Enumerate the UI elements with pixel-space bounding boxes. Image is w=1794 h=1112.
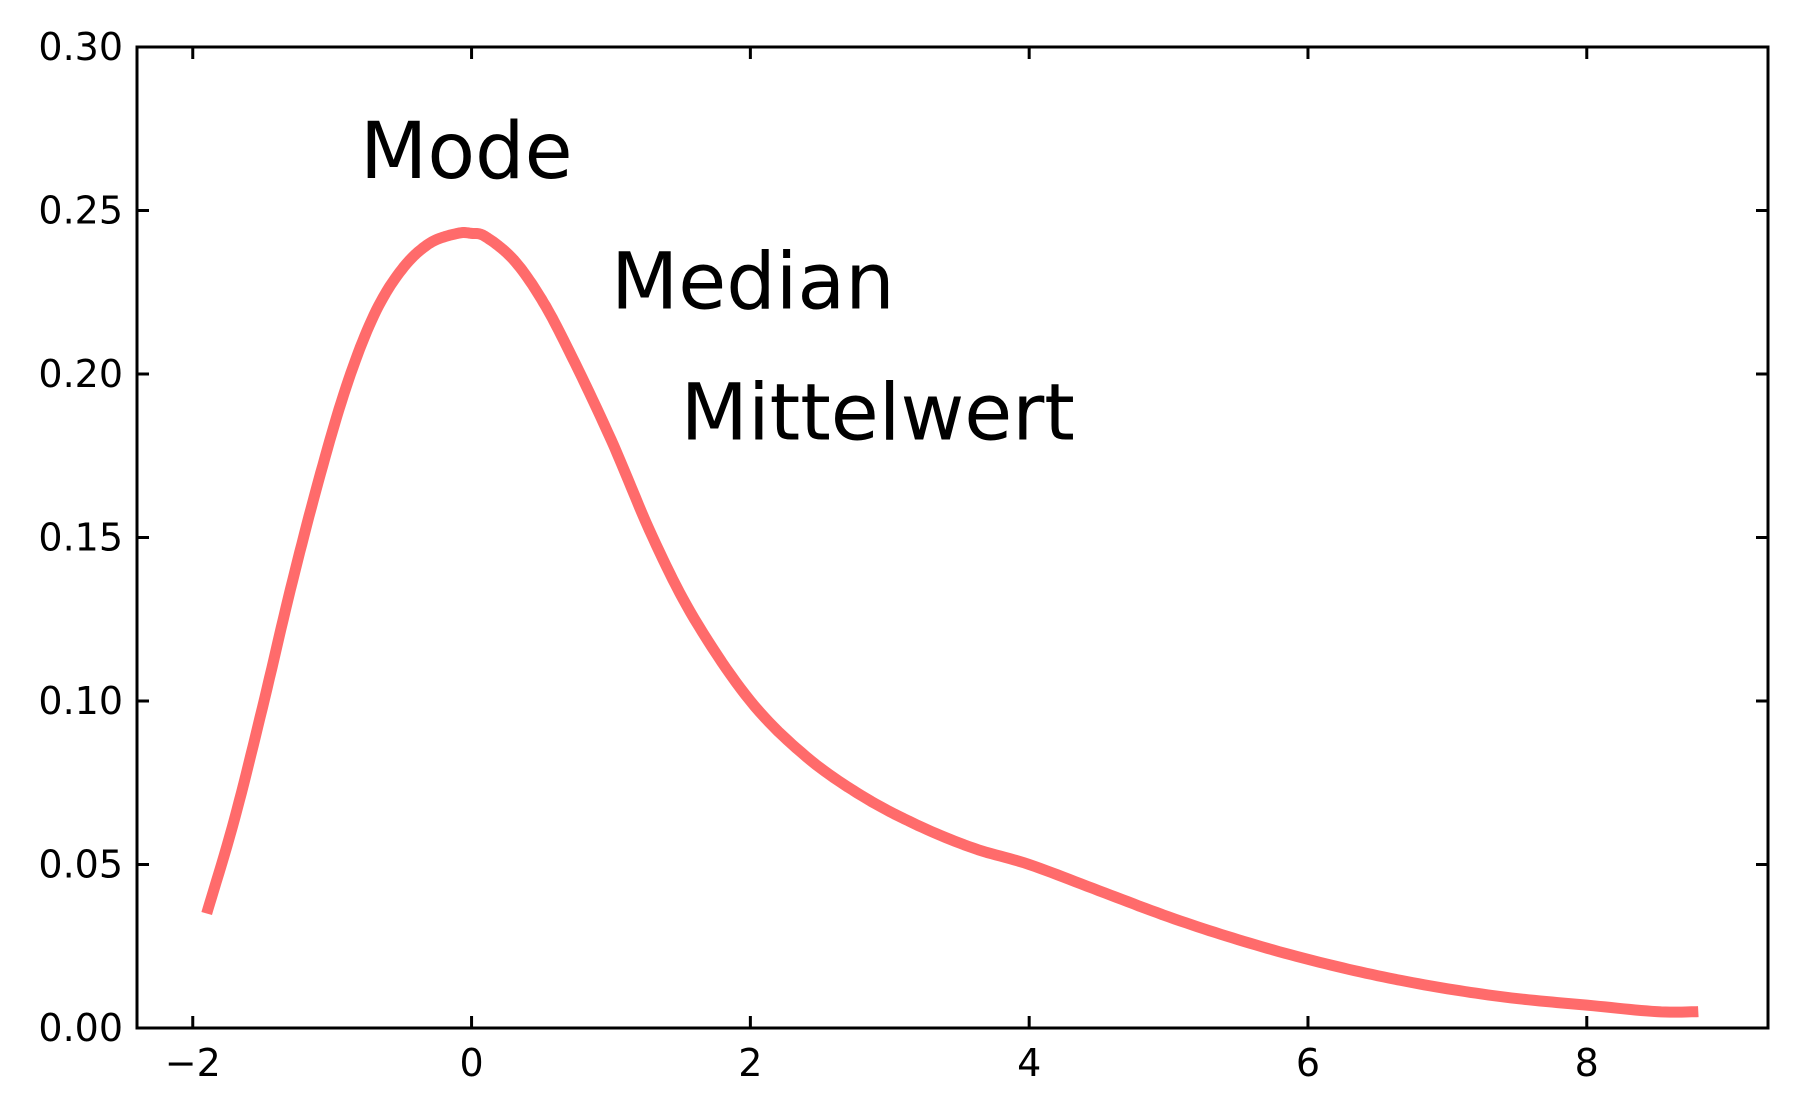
y-tick-labels: 0.00 0.05 0.10 0.15 0.20 0.25 0.30 bbox=[38, 25, 123, 1050]
x-tick-labels: −2 0 2 4 6 8 bbox=[165, 1041, 1599, 1085]
y-tick-label: 0.20 bbox=[38, 352, 123, 396]
y-tick-label: 0.00 bbox=[38, 1006, 123, 1050]
x-tick-label: 0 bbox=[459, 1041, 483, 1085]
x-tick-label: 2 bbox=[738, 1041, 762, 1085]
annotation-mode: Mode bbox=[360, 107, 573, 197]
x-tick-label: −2 bbox=[165, 1041, 221, 1085]
annotation-mittelwert: Mittelwert bbox=[681, 368, 1075, 458]
annotation-median: Median bbox=[611, 238, 895, 328]
y-tick-label: 0.15 bbox=[38, 516, 123, 560]
y-tick-label: 0.25 bbox=[38, 189, 123, 233]
y-tick-label: 0.30 bbox=[38, 25, 123, 69]
density-curve bbox=[201, 227, 1702, 1018]
y-tick-label: 0.05 bbox=[38, 843, 123, 887]
x-tick-label: 6 bbox=[1296, 1041, 1320, 1085]
annotations: Mode Median Mittelwert bbox=[360, 107, 1075, 459]
x-tick-label: 4 bbox=[1017, 1041, 1041, 1085]
y-tick-label: 0.10 bbox=[38, 679, 123, 723]
x-tick-label: 8 bbox=[1575, 1041, 1599, 1085]
axis-ticks bbox=[137, 45, 1768, 1030]
plot-area: −2 0 2 4 6 8 0.00 0.05 0.10 0.15 0.20 0.25 0.30 Mod… bbox=[38, 25, 1770, 1085]
